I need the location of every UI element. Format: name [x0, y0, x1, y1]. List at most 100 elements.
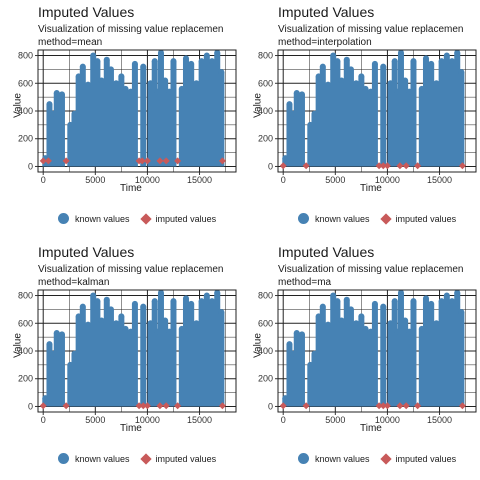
- known-value-point: [422, 55, 429, 62]
- x-axis-label: Time: [360, 183, 382, 194]
- y-tick-label: 800: [18, 51, 33, 61]
- legend: known values imputed values: [298, 452, 457, 465]
- known-values-marker-icon: [298, 453, 309, 464]
- known-value-point: [122, 85, 129, 92]
- legend-known-label: known values: [315, 213, 370, 224]
- known-value-point: [443, 52, 450, 59]
- known-value-point: [454, 289, 461, 296]
- x-tick-label: 5000: [325, 415, 345, 425]
- legend-imputed-label: imputed values: [155, 213, 217, 224]
- chart-method-label: method=interpolation: [278, 37, 372, 48]
- known-value-point: [151, 58, 158, 65]
- x-tick-label: 5000: [325, 175, 345, 185]
- imputed-values-marker-icon: [139, 212, 152, 225]
- known-value-point: [353, 320, 360, 327]
- legend-imputed-label: imputed values: [395, 213, 457, 224]
- chart-subtitle: Visualization of missing value replaceme…: [278, 264, 464, 275]
- chart-panel: Imputed Values Visualization of missing …: [240, 240, 480, 480]
- known-value-point: [362, 85, 369, 92]
- x-tick-label: 15000: [427, 415, 452, 425]
- chart-subtitle: Visualization of missing value replaceme…: [278, 24, 464, 35]
- imputed-value-point: [156, 402, 164, 410]
- known-value-point: [286, 341, 293, 348]
- x-tick-label: 15000: [187, 175, 212, 185]
- known-value-point: [391, 298, 398, 305]
- known-value-point: [330, 52, 337, 59]
- known-value-point: [397, 289, 404, 296]
- known-value-point: [170, 58, 177, 65]
- legend-known-label: known values: [315, 453, 370, 464]
- legend: known values imputed values: [298, 212, 457, 225]
- known-value-point: [113, 320, 120, 327]
- known-value-point: [209, 298, 216, 305]
- imputed-value-point: [458, 162, 466, 170]
- y-tick-label: 200: [18, 134, 33, 144]
- known-value-point: [293, 89, 300, 96]
- known-value-point: [298, 331, 305, 338]
- known-value-point: [203, 52, 210, 59]
- legend-imputed-label: imputed values: [395, 453, 457, 464]
- imputed-value-point: [162, 157, 170, 165]
- known-value-point: [347, 306, 354, 313]
- imputed-value-point: [39, 157, 47, 165]
- known-value-point: [103, 56, 110, 63]
- known-value-point: [107, 66, 114, 73]
- known-value-point: [140, 63, 147, 70]
- known-value-point: [397, 49, 404, 56]
- known-value-point: [338, 317, 345, 324]
- known-value-point: [122, 325, 129, 332]
- imputed-value-point: [62, 402, 70, 410]
- known-value-point: [433, 320, 440, 327]
- imputed-value-point: [174, 402, 182, 410]
- known-value-point: [410, 58, 417, 65]
- known-value-point: [353, 80, 360, 87]
- known-value-point: [433, 80, 440, 87]
- known-value-point: [334, 58, 341, 65]
- known-value-point: [358, 313, 365, 320]
- known-value-point: [380, 303, 387, 310]
- imputed-value-point: [396, 402, 404, 410]
- known-value-point: [298, 91, 305, 98]
- x-tick-label: 5000: [85, 175, 105, 185]
- known-value-point: [90, 292, 97, 299]
- y-tick-label: 600: [18, 318, 33, 328]
- known-value-point: [94, 58, 101, 65]
- imputed-value-point: [279, 402, 287, 410]
- known-value-point: [193, 80, 200, 87]
- known-value-point: [286, 101, 293, 108]
- known-value-point: [53, 89, 60, 96]
- known-value-point: [188, 300, 195, 307]
- x-axis-label: Time: [120, 423, 142, 434]
- known-value-point: [371, 60, 378, 67]
- known-value-point: [118, 313, 125, 320]
- chart-title: Imputed Values: [278, 4, 375, 20]
- imputed-value-point: [218, 402, 226, 410]
- known-value-point: [113, 80, 120, 87]
- known-value-point: [170, 298, 177, 305]
- y-tick-label: 200: [258, 134, 273, 144]
- known-value-point: [46, 101, 53, 108]
- x-tick-label: 10000: [135, 175, 160, 185]
- known-value-point: [334, 298, 341, 305]
- x-axis-label: Time: [360, 423, 382, 434]
- y-tick-label: 400: [18, 106, 33, 116]
- imputed-value-point: [174, 157, 182, 165]
- imputed-value-point: [396, 162, 404, 170]
- plot-area: 0 5000 10000 15000 0 200 400 600 800: [258, 289, 477, 425]
- known-value-point: [182, 55, 189, 62]
- y-tick-label: 800: [18, 291, 33, 301]
- known-value-point: [203, 292, 210, 299]
- known-value-point: [94, 298, 101, 305]
- known-value-point: [371, 300, 378, 307]
- known-value-point: [325, 321, 332, 328]
- known-value-point: [338, 77, 345, 84]
- x-tick-label: 10000: [375, 415, 400, 425]
- imputed-value-point: [62, 157, 70, 165]
- legend: known values imputed values: [58, 212, 217, 225]
- known-value-point: [391, 58, 398, 65]
- known-value-point: [402, 77, 409, 84]
- y-tick-label: 200: [18, 374, 33, 384]
- known-value-point: [380, 63, 387, 70]
- known-value-point: [358, 73, 365, 80]
- chart-panel: Imputed Values Visualization of missing …: [0, 240, 240, 480]
